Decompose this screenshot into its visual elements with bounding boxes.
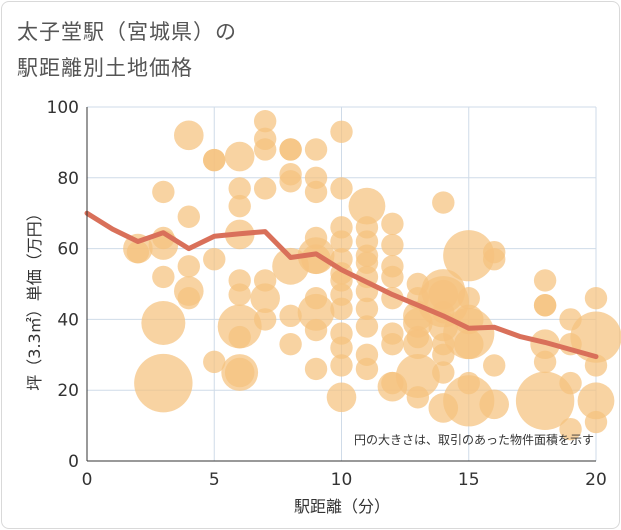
chart-title-line1: 太子堂駅（宮城県）の bbox=[17, 20, 237, 44]
bubble-point bbox=[453, 329, 484, 359]
bubble-size-note: 円の大きさは、取引のあった物件面積を示す bbox=[354, 432, 594, 447]
bubble-point bbox=[177, 205, 200, 228]
bubble-point bbox=[584, 354, 608, 377]
bubble-point bbox=[301, 244, 331, 275]
bubble-point bbox=[381, 265, 404, 289]
bubble-point bbox=[432, 361, 455, 384]
y-tick-label: 60 bbox=[57, 240, 79, 260]
bubble-point bbox=[381, 332, 404, 356]
bubble-point bbox=[406, 386, 430, 409]
bubble-point bbox=[326, 382, 357, 413]
bubble-point bbox=[177, 286, 200, 310]
x-axis-label: 駅距離（分） bbox=[294, 497, 390, 516]
y-tick-label: 0 bbox=[68, 452, 79, 472]
y-tick-label: 100 bbox=[47, 98, 79, 118]
bubble-point bbox=[483, 248, 506, 271]
bubble-point bbox=[443, 230, 495, 282]
bubble-point bbox=[250, 283, 280, 313]
bubble-point bbox=[253, 308, 277, 331]
bubble-point bbox=[228, 194, 251, 218]
x-tick-label: 15 bbox=[458, 470, 480, 490]
bubble-point bbox=[479, 389, 510, 420]
bubble-point bbox=[559, 371, 582, 395]
x-tick-label: 20 bbox=[585, 470, 607, 490]
bubble-point bbox=[174, 120, 204, 151]
bubble-point bbox=[443, 375, 495, 427]
bubble-point bbox=[297, 293, 335, 331]
bubble-point bbox=[279, 170, 302, 193]
y-axis-label: 坪（3.3㎡）単価（万円） bbox=[25, 205, 44, 390]
bubble-point bbox=[355, 315, 379, 338]
bubble-point bbox=[304, 318, 328, 342]
bubble-point bbox=[330, 336, 353, 359]
bubble-point bbox=[395, 354, 440, 399]
bubble-point bbox=[330, 230, 353, 253]
bubble-point bbox=[253, 109, 277, 133]
bubble-point bbox=[432, 191, 455, 214]
bubble-point bbox=[152, 180, 175, 204]
bubble-point bbox=[457, 286, 480, 310]
bubble-point bbox=[355, 357, 379, 381]
y-tick-label: 40 bbox=[57, 310, 79, 330]
x-tick-label: 5 bbox=[209, 470, 220, 490]
bubble-point bbox=[381, 233, 404, 257]
bubble-point bbox=[203, 248, 226, 271]
bubble-point bbox=[152, 265, 175, 289]
bubble-point bbox=[224, 141, 255, 172]
bubble-point bbox=[330, 177, 353, 200]
bubble-point bbox=[203, 350, 226, 374]
bubble-point bbox=[228, 283, 251, 306]
bubble-point bbox=[228, 325, 251, 349]
y-tick-label: 80 bbox=[57, 169, 79, 189]
bubble-point bbox=[330, 120, 353, 143]
bubble-point bbox=[279, 138, 302, 161]
bubbles bbox=[123, 109, 621, 441]
bubble-point bbox=[577, 382, 615, 420]
bubble-point bbox=[224, 357, 255, 388]
bubble-point bbox=[304, 138, 328, 161]
bubble-point bbox=[515, 371, 575, 431]
x-tick-label: 10 bbox=[331, 470, 353, 490]
bubble-point bbox=[141, 300, 186, 345]
bubble-point bbox=[570, 311, 621, 363]
bubble-point bbox=[355, 297, 379, 320]
bubble-point bbox=[134, 353, 193, 413]
bubble-point bbox=[381, 212, 404, 236]
bubble-point bbox=[559, 417, 582, 441]
bubble-point bbox=[584, 410, 608, 434]
bubble-point bbox=[533, 294, 557, 317]
bubble-point bbox=[403, 329, 433, 359]
bubble-point bbox=[483, 354, 506, 377]
bubble-point bbox=[279, 332, 302, 356]
trend-line-group bbox=[84, 210, 599, 360]
bubble-point bbox=[253, 177, 277, 200]
bubble-point bbox=[177, 255, 200, 278]
y-tick-label: 20 bbox=[57, 381, 79, 401]
x-tick-label: 0 bbox=[82, 470, 93, 490]
bubble-point bbox=[348, 187, 386, 225]
bubble-point bbox=[330, 297, 353, 320]
chart-title-line2: 駅距離別土地価格 bbox=[17, 56, 193, 80]
bubble-point bbox=[533, 269, 557, 292]
bubble-point bbox=[253, 138, 277, 161]
bubble-point bbox=[203, 148, 226, 172]
bubble-point bbox=[330, 354, 353, 377]
bubble-point bbox=[228, 177, 251, 200]
bubble-point bbox=[279, 304, 302, 328]
bubble-point bbox=[533, 350, 557, 374]
average-price-line bbox=[84, 210, 599, 360]
bubble-point bbox=[304, 180, 328, 204]
bubble-point bbox=[584, 286, 608, 310]
axes: 0 5 10 15 20 0 20 40 60 80 100 bbox=[47, 98, 607, 490]
bubble-point bbox=[304, 357, 328, 381]
